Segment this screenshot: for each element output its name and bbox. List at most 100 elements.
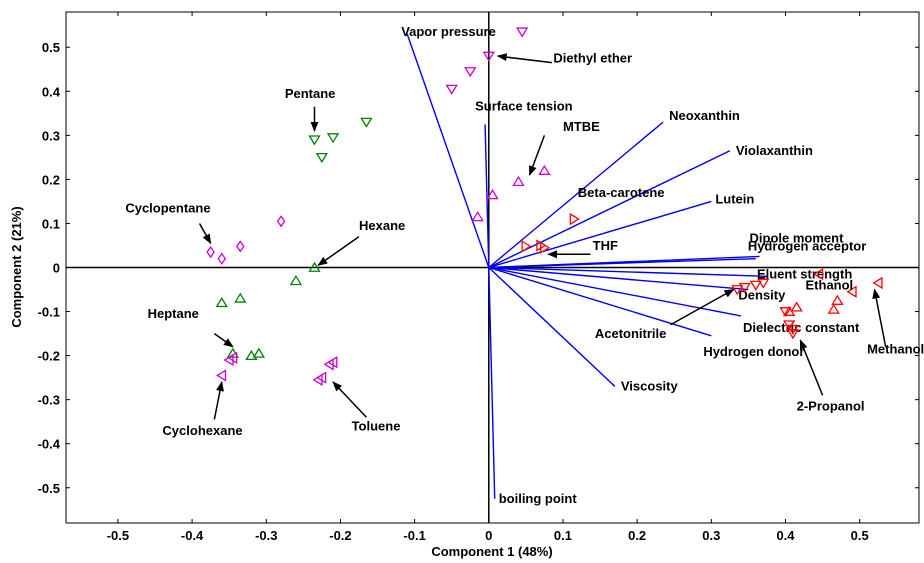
annotation-arrow	[198, 223, 212, 245]
y-tick-label: -0.1	[38, 305, 60, 320]
score-points	[206, 27, 883, 386]
x-tick-label: -0.1	[403, 528, 425, 543]
loading-vector	[488, 150, 731, 269]
score-point	[289, 274, 303, 286]
y-tick-label: -0.2	[38, 349, 60, 364]
annotation-arrow	[332, 381, 367, 418]
x-tick-label: 0.5	[851, 528, 869, 543]
score-point	[471, 211, 484, 222]
loading-label: Viscosity	[621, 378, 679, 393]
loading-vector	[488, 267, 496, 499]
point-annotation-label: 2-Propanol	[797, 399, 865, 414]
x-tick-label: 0.1	[554, 528, 572, 543]
loading-label: Hydrogen donor	[703, 344, 804, 359]
point-annotation-label: Toluene	[352, 418, 401, 433]
loading-label: Hydrogen acceptor	[748, 239, 866, 254]
loading-label: Violaxanthin	[736, 143, 813, 158]
score-point	[234, 292, 247, 303]
score-point	[215, 296, 228, 308]
loading-vector	[488, 266, 742, 317]
score-point	[757, 278, 770, 289]
point-annotation-label: Cyclopentane	[125, 200, 210, 215]
score-point	[327, 356, 338, 369]
score-point	[872, 276, 883, 290]
loading-label: Dipole moment	[750, 230, 845, 245]
y-tick-label: 0	[53, 261, 60, 276]
score-point	[464, 67, 477, 78]
score-point	[516, 27, 529, 38]
point-annotation-label: Acetonitrile	[595, 326, 667, 341]
score-point	[206, 245, 215, 259]
score-point	[538, 164, 551, 175]
y-tick-label: 0.5	[42, 40, 60, 55]
axis-ticks: -0.5 -0.4 -0.3 -0.2 -0.1 0 0.1 0.2 0.3 0.4 0.5 -0.5…	[38, 12, 919, 543]
loading-label: Lutein	[715, 191, 754, 206]
score-point	[779, 307, 792, 318]
annotation-arrow	[670, 288, 735, 326]
y-tick-label: -0.3	[38, 393, 60, 408]
loading-vector	[488, 200, 712, 269]
annotation-arrow	[872, 288, 887, 347]
score-point	[236, 240, 245, 253]
annotation-arrow	[799, 339, 824, 396]
score-point	[827, 303, 840, 314]
score-point	[360, 117, 373, 128]
annotation-arrow	[213, 381, 224, 420]
score-point	[326, 133, 340, 144]
point-annotation-label: Methanol	[867, 341, 924, 356]
score-point	[521, 240, 532, 253]
annotations: Diethyl ether MTBE Beta-carotene THF Pentane…	[125, 51, 924, 438]
score-point	[445, 84, 458, 95]
score-point	[486, 189, 499, 200]
point-annotation-label: Beta-carotene	[578, 185, 665, 200]
x-tick-label: -0.4	[181, 528, 204, 543]
score-point	[216, 369, 227, 382]
annotation-arrow	[317, 236, 360, 266]
score-point	[846, 285, 857, 298]
y-tick-label: 0.4	[42, 84, 61, 99]
point-annotation-label: Ethanol	[806, 278, 854, 293]
x-tick-label: -0.2	[329, 528, 351, 543]
score-point	[813, 267, 824, 281]
score-point	[316, 371, 327, 384]
point-annotation-label: MTBE	[563, 119, 600, 134]
point-annotation-label: Hexane	[359, 218, 405, 233]
score-point	[783, 320, 796, 331]
x-axis-title: Component 1 (48%)	[431, 544, 552, 559]
x-tick-label: -0.5	[107, 528, 129, 543]
score-point	[252, 347, 266, 358]
point-annotation-label: THF	[593, 238, 618, 253]
point-annotation-label: Cyclohexane	[162, 423, 242, 438]
y-tick-label: -0.5	[38, 481, 60, 496]
loading-vector	[488, 266, 712, 337]
score-point	[731, 285, 744, 296]
loading-vector	[488, 266, 616, 387]
loading-vector	[484, 124, 490, 268]
loading-label: boiling point	[499, 491, 578, 506]
loading-label: Eluent strength	[757, 266, 852, 281]
loading-vectors: Vapor pressure Surface tension Neoxanthin V…	[401, 24, 866, 506]
y-tick-label: 0.2	[42, 172, 60, 187]
annotation-arrow	[528, 135, 546, 176]
point-annotation-label: Diethyl ether	[553, 51, 632, 66]
score-point	[223, 353, 234, 367]
loading-label: Density	[738, 288, 786, 303]
x-tick-label: 0.2	[628, 528, 646, 543]
y-axis-title: Component 2 (21%)	[9, 206, 24, 327]
y-tick-label: 0.1	[42, 216, 60, 231]
loading-vector	[488, 257, 756, 269]
x-tick-label: 0.3	[702, 528, 720, 543]
y-tick-label: 0.3	[42, 128, 60, 143]
score-point	[831, 294, 844, 305]
score-point	[786, 329, 800, 340]
annotation-arrow	[213, 332, 234, 348]
loading-vector	[406, 33, 490, 268]
point-annotation-label: Heptane	[148, 306, 199, 321]
loading-vector	[488, 266, 749, 291]
score-point	[512, 175, 525, 186]
score-point	[786, 324, 800, 335]
score-point	[738, 282, 751, 294]
x-tick-label: -0.3	[255, 528, 277, 543]
y-tick-label: -0.4	[38, 437, 61, 452]
